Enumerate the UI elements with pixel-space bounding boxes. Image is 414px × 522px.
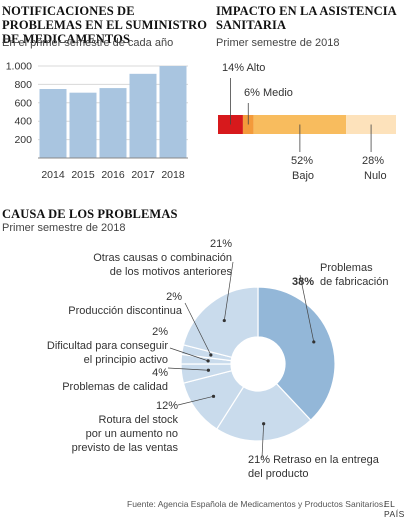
x-tick-label: 2015 bbox=[71, 169, 95, 181]
bar-chart: 200 400 600 800 1.000 2014 2015 2016 2017 2018 bbox=[6, 61, 188, 181]
source-note: Fuente: Agencia Española de Medicamentos… bbox=[127, 499, 386, 509]
x-tick-label: 2017 bbox=[131, 169, 155, 181]
pie-label-retraso: 21% Retraso en la entrega del producto bbox=[248, 454, 379, 480]
impact-label-bajo: Bajo bbox=[292, 170, 315, 182]
bar-2018 bbox=[159, 66, 187, 158]
y-tick-label: 400 bbox=[14, 116, 32, 128]
x-tick-label: 2014 bbox=[41, 169, 65, 181]
pie-leader-line bbox=[299, 274, 315, 342]
pie-label-calidad: 4% Problemas de calidad bbox=[62, 367, 168, 393]
pie-slice-1 bbox=[215, 382, 312, 442]
impact-chart-subtitle: Primer semestre de 2018 bbox=[216, 37, 340, 49]
bar-2017 bbox=[129, 73, 157, 158]
y-tick-label: 800 bbox=[14, 79, 32, 91]
y-tick-label: 1.000 bbox=[6, 61, 32, 73]
impact-chart bbox=[218, 78, 396, 152]
pie-leader-dot bbox=[211, 394, 216, 398]
pie-chart-title: CAUSA DE LOS PROBLEMAS bbox=[2, 207, 178, 221]
pie-leader-line bbox=[167, 367, 209, 371]
bar-2016 bbox=[99, 88, 127, 158]
impact-label-nulo-pct: 28% bbox=[362, 155, 385, 167]
pie-label-rotura: 12% Rotura del stock por un aumento no p… bbox=[71, 400, 178, 454]
pie-leader-dot bbox=[209, 353, 213, 357]
pie-leader-line bbox=[184, 302, 212, 356]
pie-leader-line bbox=[169, 347, 209, 362]
pie-label-produccion: 2% Producción discontinua bbox=[68, 291, 182, 317]
bar-chart-title: NOTIFICACIONES DE PROBLEMAS EN EL SUMINI… bbox=[2, 4, 208, 46]
pie-leader-line bbox=[223, 261, 234, 321]
pie-slice-0 bbox=[257, 286, 336, 421]
pie-leader-dot bbox=[262, 422, 266, 426]
pie-chart-subtitle: Primer semestre de 2018 bbox=[2, 222, 126, 234]
pie-leader-line bbox=[177, 395, 214, 406]
pie-label-dificultad: 2% Dificultad para conseguir el principi… bbox=[46, 326, 168, 366]
pie-leader-dot bbox=[222, 318, 226, 323]
impact-label-nulo: Nulo bbox=[364, 170, 387, 182]
pie-label-fabricacion-pct: 38% bbox=[292, 276, 315, 288]
pie-leader-line bbox=[261, 423, 264, 459]
bar-2015 bbox=[69, 92, 97, 158]
bar-chart-subtitle: En el primer semestre de cada año bbox=[2, 37, 174, 49]
bar-2014 bbox=[39, 89, 67, 158]
pie-label-otras: 21% Otras causas o combinación de los mo… bbox=[93, 238, 232, 278]
brand-logo: EL PAÍS bbox=[384, 499, 405, 519]
impact-label-bajo-pct: 52% bbox=[291, 155, 314, 167]
x-tick-label: 2018 bbox=[161, 169, 185, 181]
impact-label-medio: 6% Medio bbox=[244, 87, 293, 99]
pie-slice-6 bbox=[182, 286, 259, 359]
pie-label-fabricacion: Problemas de fabricación bbox=[320, 262, 389, 288]
pie-label-fabricacion-wrap: 38% bbox=[292, 261, 314, 289]
pie-leader-dot bbox=[206, 368, 210, 372]
x-tick-label: 2016 bbox=[101, 169, 125, 181]
y-tick-label: 200 bbox=[14, 134, 32, 146]
impact-label-alto: 14% Alto bbox=[222, 62, 266, 74]
impact-chart-title: IMPACTO EN LA ASISTENCIA SANITARIA bbox=[216, 4, 397, 32]
pie-leader-dot bbox=[312, 340, 316, 344]
y-tick-label: 600 bbox=[14, 97, 32, 109]
pie-leader-dot bbox=[206, 359, 210, 363]
